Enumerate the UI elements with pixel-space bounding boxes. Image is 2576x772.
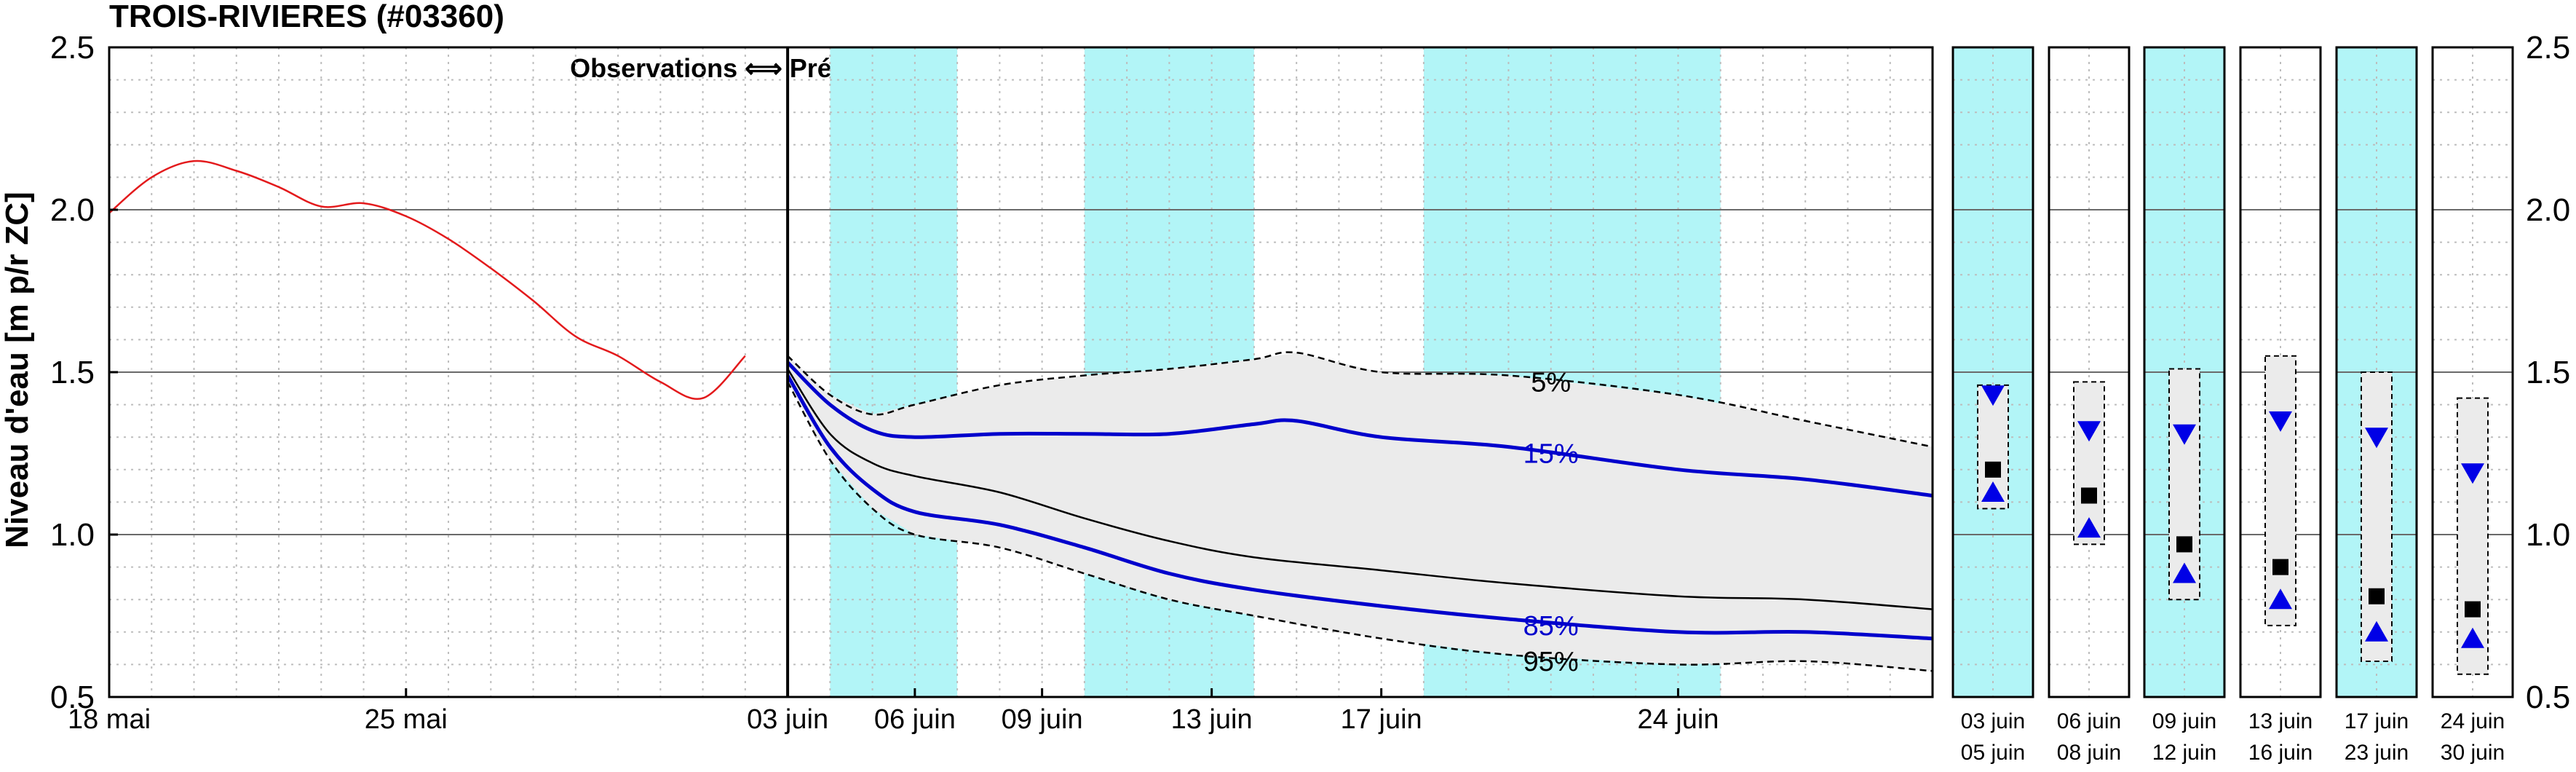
period-panels: 03 juin 05 juin 06 juin 08 juin 09 juin 12 ju… — [1951, 46, 2514, 765]
y-tick-label-left: 2.5 — [50, 30, 95, 66]
panel-label-end: 12 juin — [2152, 741, 2216, 765]
y-tick-label-left: 2.0 — [50, 192, 95, 228]
panel-median-marker — [2272, 559, 2288, 575]
series-line-5pct — [787, 351, 1933, 448]
panel-median-marker — [2369, 588, 2385, 604]
percentile-label: 85% — [1523, 611, 1579, 642]
percentile-label: 15% — [1523, 439, 1579, 470]
axes: 18 mai 25 mai 03 juin 06 juin 09 juin 13 juin… — [50, 30, 2570, 735]
panel-median-marker — [1985, 461, 2001, 478]
y-tick-label-right: 2.5 — [2526, 30, 2570, 66]
x-tick-label: 25 mai — [365, 704, 448, 735]
panel-frame — [2143, 46, 2226, 698]
percentile-label: 5% — [1531, 367, 1571, 398]
panel-label-start: 03 juin — [1961, 709, 2025, 733]
panel-frame — [2431, 46, 2514, 698]
series-line-15pct — [786, 361, 1933, 497]
series-line-observations — [108, 159, 746, 401]
panel-range-box — [2168, 368, 2200, 601]
panel-high-marker — [2365, 428, 2388, 449]
series-line-50pct — [787, 368, 1933, 610]
x-tick-label: 09 juin — [1002, 704, 1083, 735]
chart-title: TROIS-RIVIERES (#03360) — [109, 0, 504, 34]
x-tick-label: 06 juin — [874, 704, 956, 735]
y-tick-label-left: 1.0 — [50, 517, 95, 553]
panel-range-box — [2264, 355, 2296, 626]
x-tick-label: 13 juin — [1171, 704, 1253, 735]
panel-median-marker — [2465, 601, 2481, 618]
panel-high-marker — [2173, 424, 2196, 445]
panel-label-end: 08 juin — [2057, 741, 2121, 765]
panel-range-box — [2361, 371, 2393, 662]
panel-label-start: 09 juin — [2152, 709, 2216, 733]
panel-low-marker — [1981, 481, 2005, 503]
panel-high-marker — [2077, 421, 2101, 442]
y-tick-label-left: 0.5 — [50, 680, 95, 715]
x-tick-label: 17 juin — [1341, 704, 1422, 735]
y-axis-label: Niveau d'eau [m p/r ZC] — [0, 192, 35, 548]
panel-label-start: 13 juin — [2248, 709, 2313, 733]
y-tick-label-left: 1.5 — [50, 355, 95, 390]
y-tick-label-right: 1.5 — [2526, 355, 2570, 390]
panel-low-marker — [2077, 517, 2101, 538]
panel-frame — [2335, 46, 2418, 698]
panel-low-marker — [2365, 621, 2388, 642]
panel-high-marker — [2269, 411, 2292, 432]
panel-median-marker — [2176, 536, 2192, 553]
x-tick-label: 03 juin — [747, 704, 828, 735]
main-panel: 5% 15% 85% 95% — [108, 46, 1934, 698]
panel-median-marker — [2081, 487, 2097, 504]
y-tick-label-right: 0.5 — [2526, 680, 2570, 715]
panel-low-marker — [2173, 562, 2196, 583]
panel-label-start: 17 juin — [2345, 709, 2409, 733]
y-tick-label-right: 2.0 — [2526, 192, 2570, 228]
panel-low-marker — [2269, 588, 2292, 610]
panel-high-marker — [1981, 385, 2005, 406]
panel-label-end: 23 juin — [2345, 741, 2409, 765]
panel-label-end: 30 juin — [2441, 741, 2505, 765]
panel-frame — [2239, 46, 2322, 698]
x-tick-label: 18 mai — [68, 704, 151, 735]
panel-label-start: 06 juin — [2057, 709, 2121, 733]
y-tick-label-right: 1.0 — [2526, 517, 2570, 553]
forecast-band — [788, 352, 1933, 671]
series-line-95pct — [787, 381, 1933, 672]
panel-high-marker — [2461, 463, 2484, 484]
panel-frame — [2048, 46, 2131, 698]
panel-label-end: 16 juin — [2248, 741, 2313, 765]
series-line-85pct — [785, 374, 1933, 641]
percentile-label: 95% — [1523, 647, 1579, 677]
panel-label-end: 05 juin — [1961, 741, 2025, 765]
panel-low-marker — [2461, 627, 2484, 648]
panel-frame — [1951, 46, 2034, 698]
x-tick-label: 24 juin — [1637, 704, 1719, 735]
panel-label-start: 24 juin — [2441, 709, 2505, 733]
